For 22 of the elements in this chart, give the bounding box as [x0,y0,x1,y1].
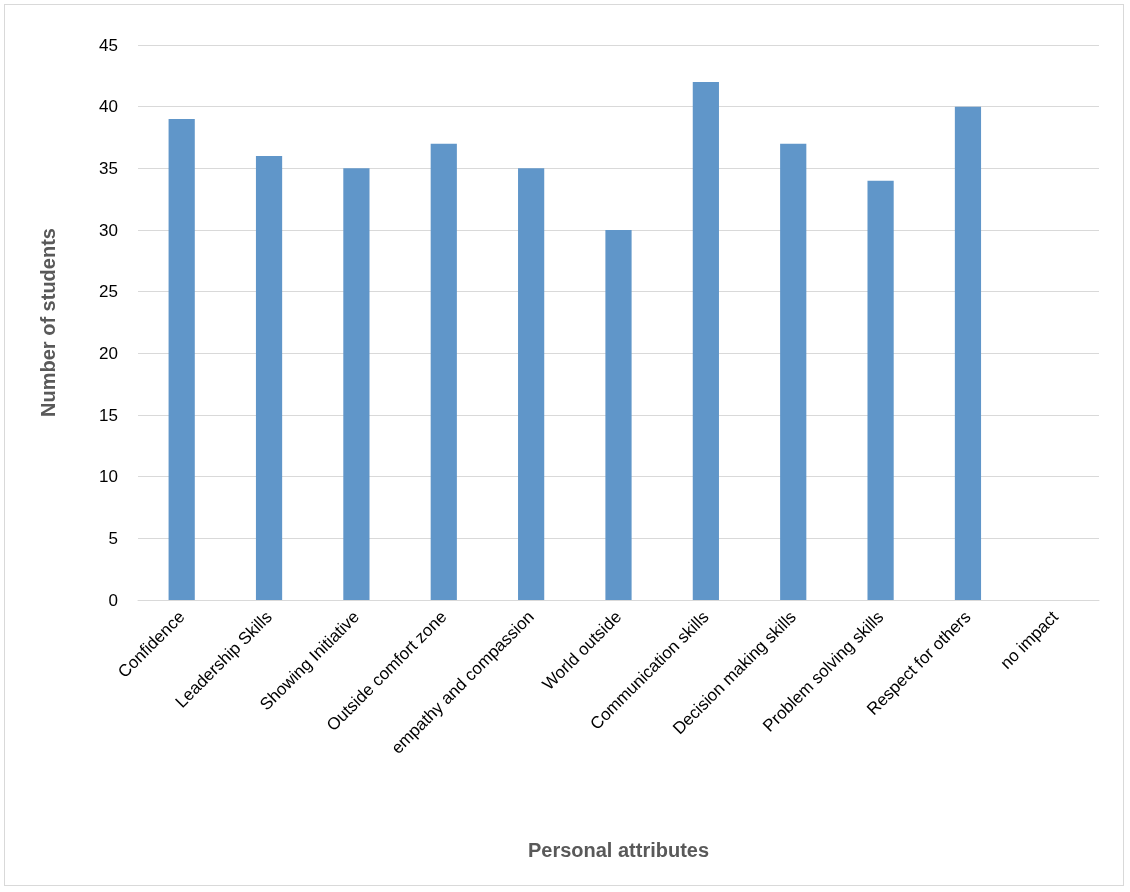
bar [692,82,719,600]
bar [430,143,457,600]
y-tick-label: 25 [99,282,118,302]
y-tick-label: 20 [99,343,118,363]
y-tick-label: 10 [99,467,118,487]
bar [255,156,283,600]
y-tick-label: 0 [108,590,118,610]
bar [605,230,632,600]
bar [168,119,195,600]
bar [343,168,370,600]
bar [780,143,807,600]
y-tick-label: 15 [99,405,118,425]
x-axis-title: Personal attributes [527,839,710,861]
y-tick-label: 40 [99,97,118,117]
y-axis-title: Number of students [37,228,59,417]
y-tick-label: 45 [99,35,118,55]
bar [954,106,982,600]
bar [518,168,545,600]
y-tick-label: 35 [99,158,118,178]
y-tick-label: 30 [99,220,118,240]
bar [867,180,894,600]
y-tick-label: 5 [108,528,118,548]
